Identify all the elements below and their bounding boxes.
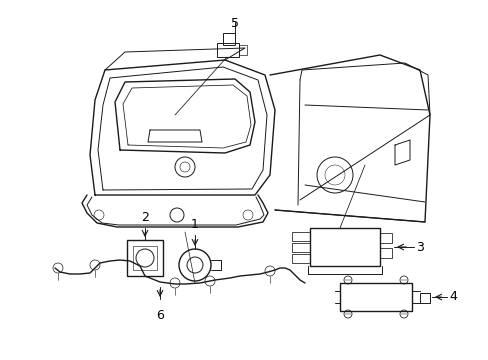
Bar: [309, 228, 379, 266]
Bar: [339, 283, 411, 311]
Text: 4: 4: [448, 291, 456, 303]
Bar: [379, 248, 391, 258]
Text: 3: 3: [415, 240, 423, 253]
Bar: [291, 232, 309, 241]
Bar: [379, 233, 391, 243]
Bar: [217, 43, 239, 57]
Bar: [291, 254, 309, 263]
Bar: [133, 246, 157, 270]
Bar: [223, 33, 235, 45]
Text: 2: 2: [141, 211, 149, 224]
Bar: [419, 293, 429, 303]
Text: 5: 5: [230, 17, 239, 30]
Text: 6: 6: [156, 309, 163, 322]
Bar: [127, 240, 163, 276]
Bar: [239, 45, 246, 55]
Text: 1: 1: [191, 218, 199, 231]
Bar: [291, 243, 309, 252]
